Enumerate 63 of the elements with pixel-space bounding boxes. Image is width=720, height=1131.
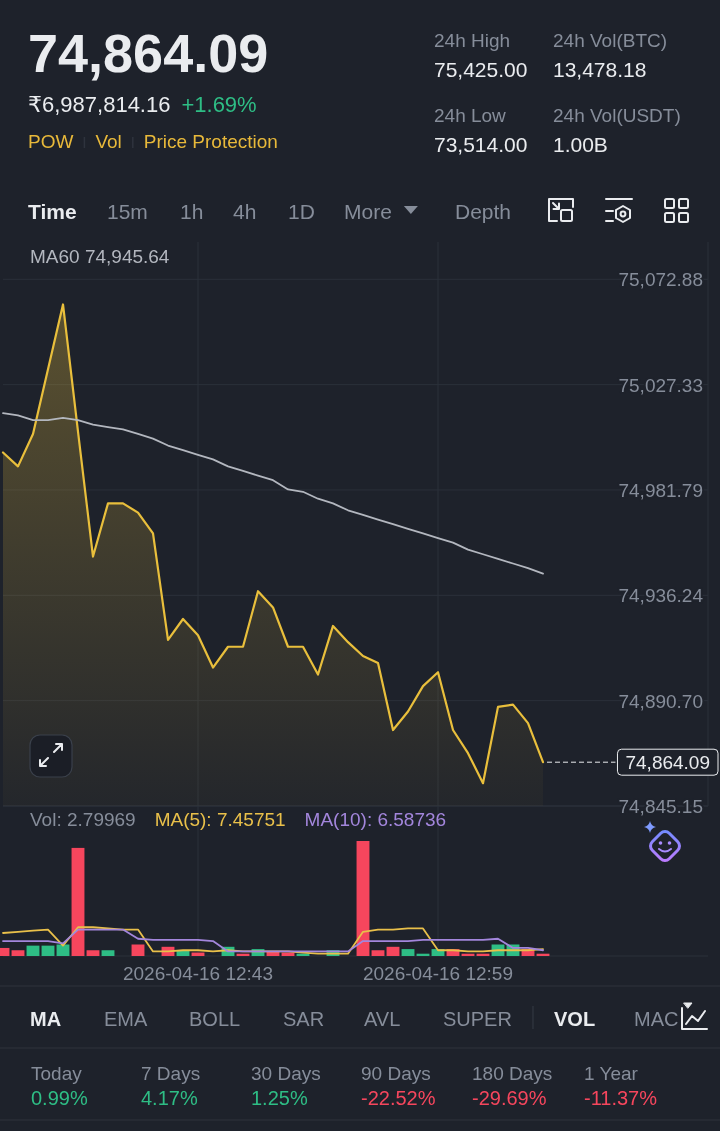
text: Vol: [95, 131, 122, 152]
text: MA(10): 6.58736: [304, 809, 447, 830]
data-label: -11.37%: [584, 1087, 658, 1109]
text: BOLL: [189, 1008, 241, 1030]
text: POW: [28, 131, 74, 152]
category-label: Today: [31, 1063, 83, 1084]
category-label: 90 Days: [361, 1063, 431, 1084]
text: 1.00B: [553, 133, 608, 156]
y-tick-label: 74,890.70: [618, 690, 703, 712]
text: Depth: [455, 200, 512, 223]
bar: [101, 950, 115, 956]
line-series: [2, 412, 544, 575]
text: 1D: [288, 200, 315, 223]
y-tick-label: 74,981.79: [618, 479, 703, 501]
y-tick-label: 75,027.33: [618, 374, 703, 396]
text: Price Protection: [143, 131, 278, 152]
data-label: 4.17%: [141, 1087, 198, 1109]
text: MA: [30, 1008, 62, 1030]
bar: [86, 950, 100, 956]
data-label: -22.52%: [361, 1087, 436, 1109]
y-tick-label: 74,845.15: [618, 795, 703, 817]
text: VOL: [554, 1008, 596, 1030]
text: MAC: [634, 1008, 679, 1030]
text: 24h High: [434, 30, 511, 51]
category-label: 180 Days: [472, 1063, 553, 1084]
x-tick-label: 2026-04-16 12:59: [362, 963, 514, 984]
text: 4h: [233, 200, 257, 223]
x-tick-label: 2026-04-16 12:43: [122, 963, 274, 984]
y-tick-label: 74,936.24: [618, 584, 704, 606]
text: 13,478.18: [553, 58, 647, 81]
category-label: 30 Days: [251, 1063, 321, 1084]
data-label: -29.69%: [472, 1087, 547, 1109]
text: EMA: [104, 1008, 148, 1030]
text: 15m: [107, 200, 148, 223]
ref-line-label: 74,864.09: [625, 751, 710, 773]
text: 24h Vol(USDT): [553, 105, 681, 126]
bar: [401, 949, 415, 956]
text: 1h: [180, 200, 204, 223]
text: SAR: [283, 1008, 325, 1030]
data-label: 0.99%: [31, 1087, 88, 1109]
bar: [71, 847, 85, 956]
text: 74,864.09: [28, 23, 269, 83]
text: Time: [28, 200, 77, 223]
text: ₹6,987,814.16: [28, 92, 171, 117]
text: SUPER: [443, 1008, 512, 1030]
bar: [386, 946, 400, 956]
text: 75,425.00: [434, 58, 528, 81]
text: 73,514.00: [434, 133, 528, 156]
bar: [26, 945, 40, 956]
data-label: 1.25%: [251, 1087, 308, 1109]
text: +1.69%: [181, 92, 257, 117]
text: Vol: 2.79969: [30, 809, 136, 830]
category-label: 1 Year: [584, 1063, 639, 1084]
category-label: 7 Days: [141, 1063, 201, 1084]
text: More: [344, 200, 392, 223]
text: MA(5): 7.45751: [154, 809, 286, 830]
y-tick-label: 75,072.88: [618, 268, 703, 290]
text: 24h Vol(BTC): [553, 30, 668, 51]
bar: [41, 945, 55, 956]
text: 24h Low: [434, 105, 507, 126]
bar: [371, 950, 385, 956]
text: AVL: [364, 1008, 401, 1030]
text: MA60 74,945.64: [30, 246, 170, 267]
